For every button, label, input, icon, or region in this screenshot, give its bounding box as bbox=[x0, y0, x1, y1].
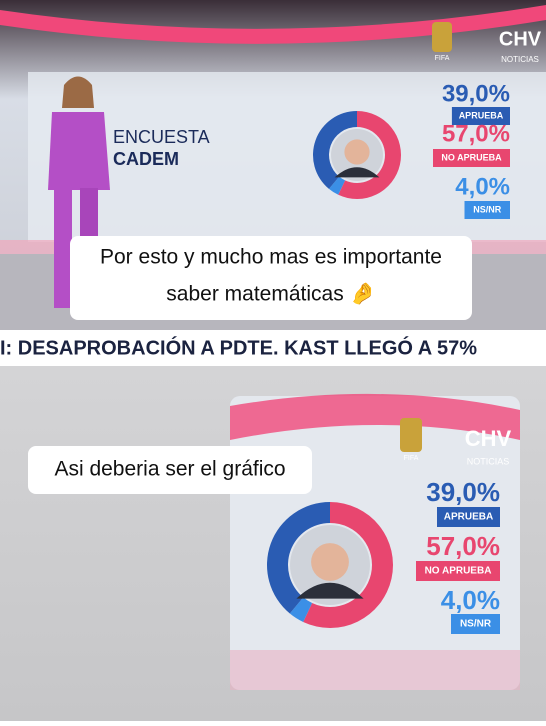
value-label: 4,0% bbox=[441, 585, 500, 615]
legend-label: NO APRUEBA bbox=[441, 152, 502, 162]
legend-box bbox=[416, 561, 500, 581]
caption-text: Por esto y mucho mas es importante bbox=[100, 246, 442, 269]
caption-box bbox=[70, 236, 472, 320]
donut-segment bbox=[289, 597, 313, 623]
panel-floor bbox=[230, 650, 520, 690]
legend-box bbox=[464, 201, 510, 219]
donut-segment bbox=[313, 111, 357, 189]
value-label: 4,0% bbox=[455, 173, 510, 200]
donut-segment bbox=[303, 502, 394, 628]
chart-subtitle: CADEM bbox=[113, 149, 179, 169]
legend-box bbox=[451, 614, 500, 634]
caption-text: Asi deberia ser el gráfico bbox=[54, 458, 285, 481]
donut-segment bbox=[338, 111, 401, 199]
caption-box bbox=[28, 446, 312, 494]
studio-light bbox=[0, 5, 546, 44]
portrait-suit bbox=[334, 167, 380, 178]
legend-label: NS/NR bbox=[473, 204, 502, 214]
panel-light bbox=[230, 393, 520, 440]
legend-box bbox=[433, 149, 510, 167]
donut-segment bbox=[266, 502, 330, 614]
chart-title: ENCUESTA bbox=[113, 127, 210, 147]
logo-sub: NOTICIAS bbox=[467, 456, 510, 466]
logo-fifa: FIFA bbox=[435, 55, 450, 62]
legend-box bbox=[451, 107, 510, 125]
ticker-bg bbox=[0, 330, 546, 366]
logo-brand: CHV bbox=[465, 426, 512, 451]
logo-fifa: FIFA bbox=[404, 455, 419, 462]
legend-label: NS/NR bbox=[460, 619, 492, 630]
portrait-face bbox=[344, 139, 370, 165]
value-label: 39,0% bbox=[442, 80, 510, 107]
donut-segment bbox=[328, 176, 346, 195]
value-label: 39,0% bbox=[426, 477, 500, 507]
legend-label: APRUEBA bbox=[444, 512, 493, 523]
logo-brand: CHV bbox=[499, 28, 542, 50]
ticker-text: I: DESAPROBACIÓN A PDTE. KAST LLEGÓ A 57… bbox=[0, 335, 477, 359]
legend-box bbox=[437, 507, 500, 527]
logo-sub: NOTICIAS bbox=[501, 55, 539, 64]
portrait-suit bbox=[296, 582, 364, 599]
caption-text: saber matemáticas 🤌 bbox=[166, 282, 375, 306]
legend-label: APRUEBA bbox=[459, 110, 504, 120]
value-label: 57,0% bbox=[442, 120, 510, 147]
value-label: 57,0% bbox=[426, 531, 500, 561]
logo: FIFA CHV NOTICIAS bbox=[432, 22, 542, 64]
legend-label: NO APRUEBA bbox=[425, 566, 492, 577]
portrait-face bbox=[311, 543, 349, 581]
logo: FIFA CHV NOTICIAS bbox=[400, 418, 512, 466]
donut-chart: 39,0% APRUEBA 57,0% NO APRUEBA 4,0% NS/NR bbox=[266, 477, 500, 634]
